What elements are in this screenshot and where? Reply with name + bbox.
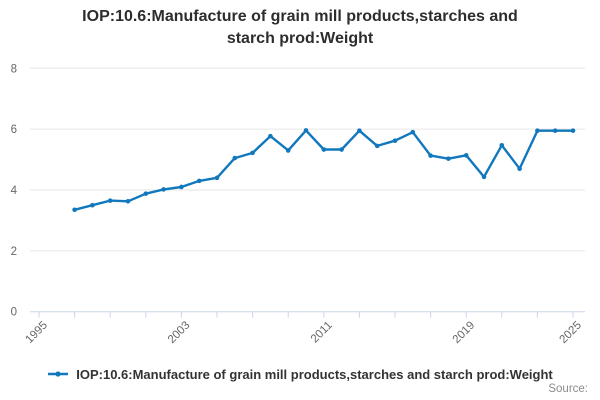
y-tick-label: 4	[11, 185, 18, 197]
x-tick-label: 1995	[23, 319, 50, 346]
data-point	[125, 198, 131, 204]
y-tick-label: 6	[11, 124, 17, 136]
data-line	[73, 129, 575, 212]
y-tick-label: 0	[11, 307, 17, 319]
data-point	[303, 128, 309, 133]
data-point	[339, 147, 344, 152]
source-label: Source:	[548, 383, 588, 395]
data-point	[535, 128, 540, 133]
chart-title: IOP:10.6:Manufacture of grain mill produ…	[0, 6, 600, 49]
legend-label: IOP:10.6:Manufacture of grain mill produ…	[76, 366, 553, 382]
data-point	[196, 178, 202, 184]
data-point	[285, 148, 291, 153]
data-point	[321, 147, 327, 152]
legend[interactable]: IOP:10.6:Manufacture of grain mill produ…	[0, 365, 600, 383]
line-chart: 0 2 4 6 8 1995 2003 2011 2019 2025	[11, 63, 585, 346]
data-point	[463, 153, 469, 158]
data-point	[250, 150, 255, 156]
x-tick-label: 2011	[309, 319, 335, 345]
chart-title-line2: starch prod:Weight	[226, 29, 374, 47]
data-point	[214, 175, 220, 181]
data-point	[570, 128, 576, 133]
data-point	[481, 174, 487, 180]
data-point	[161, 187, 166, 192]
data-point	[392, 138, 398, 144]
data-point	[446, 156, 451, 161]
data-point	[517, 166, 522, 172]
y-tick-label: 8	[11, 63, 17, 75]
data-point	[143, 191, 149, 196]
data-point	[410, 129, 416, 135]
data-point	[552, 128, 558, 133]
data-point	[268, 133, 273, 139]
data-point	[72, 207, 77, 213]
x-tick-label: 2003	[166, 319, 193, 346]
y-tick-label: 2	[11, 246, 17, 258]
legend-marker-icon	[48, 371, 69, 377]
data-point	[428, 153, 433, 158]
x-tick-label: 2019	[451, 319, 478, 346]
data-point	[179, 184, 184, 190]
data-point	[499, 142, 505, 148]
data-point	[374, 143, 380, 149]
data-point	[107, 198, 113, 203]
data-point	[232, 155, 238, 161]
data-point	[90, 202, 95, 208]
data-point	[357, 128, 362, 133]
chart-title-line1: IOP:10.6:Manufacture of grain mill produ…	[82, 8, 518, 25]
x-tick-label: 2025	[557, 319, 584, 346]
